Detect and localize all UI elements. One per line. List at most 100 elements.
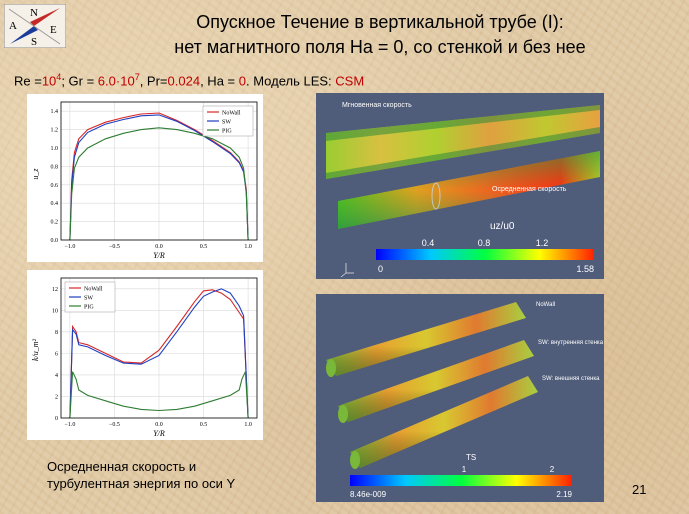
p2-xtick-3: 0.5 <box>200 422 208 428</box>
plot1-legend-sw: SW <box>222 120 231 126</box>
velocity-profile-chart: 0.0 0.2 0.4 0.6 0.8 1.0 1.2 1.4 −1.0 −0.5 0.0 0.5 1… <box>31 101 258 260</box>
label-sw-outer: SW: внешняя стенка <box>542 376 600 382</box>
plot1-series-group <box>69 112 249 241</box>
p2-ytick-2: 4 <box>55 373 58 379</box>
p1-xtick-4: 1.0 <box>244 244 252 250</box>
colorbar1-tick-0: 0.4 <box>422 238 435 248</box>
instant-velocity-pipe <box>326 105 600 179</box>
p2-series-sw <box>69 288 249 419</box>
plot2-legend: NoWall SW PIG <box>64 281 116 313</box>
plot2-ylabel: k/u_m² <box>31 338 40 361</box>
gr-dot: · <box>115 73 121 89</box>
colorbar1-max: 1.58 <box>576 264 594 274</box>
p1-xtick-3: 0.5 <box>200 244 208 250</box>
p2-ytick-0: 0 <box>55 416 58 422</box>
colorbar1 <box>376 249 594 260</box>
colorbar1-tick-2: 1.2 <box>536 238 549 248</box>
p2-xtick-1: −0.5 <box>109 422 120 428</box>
mean-velocity-label: Осредненная скорость <box>492 186 567 193</box>
colorbar2 <box>350 475 572 486</box>
colorbar2-tick-0: 1 <box>462 465 467 474</box>
pipe-nowall <box>326 302 526 377</box>
slide-title-line2: нет магнитного поля Ha = 0, со стенкой и… <box>174 37 586 57</box>
axes-triad-icon <box>340 263 354 278</box>
plot1-frame <box>60 101 258 241</box>
p1-series-sw <box>69 114 249 241</box>
re-exponent: 4 <box>56 72 62 82</box>
p1-ytick-1: 0.2 <box>51 220 59 226</box>
p1-ytick-4: 0.8 <box>51 164 59 170</box>
gr-base: 10 <box>120 73 135 89</box>
logo-letter-s: S <box>31 36 37 48</box>
p2-ytick-6: 12 <box>52 287 58 293</box>
plot1-ylabel: u_z <box>31 168 40 180</box>
tke-profile-plot: 0 2 4 6 8 10 12 −1.0 −0.5 0.0 0.5 1.0 k/u_m² Y/R N… <box>27 270 263 440</box>
plot2-legend-sw: SW <box>84 296 93 302</box>
colorbar2-min: 8.46e-009 <box>350 490 387 499</box>
anes-logo: N A E S <box>4 4 66 48</box>
label-sw-inner: SW: внутренняя стенка <box>538 340 604 346</box>
colorbar2-title: TS <box>466 453 476 462</box>
p2-ytick-5: 10 <box>52 308 58 314</box>
logo-letter-e: E <box>50 24 57 36</box>
colorbar1-title: uz/u0 <box>490 221 515 232</box>
colorbar2-tick-1: 2 <box>550 465 555 474</box>
model-label: . Модель LES: <box>245 73 336 89</box>
p1-ytick-3: 0.6 <box>51 183 59 189</box>
p2-xtick-0: −1.0 <box>64 422 75 428</box>
plot2-legend-nowall: NoWall <box>84 287 103 293</box>
plot2-xlabel: Y/R <box>153 429 165 438</box>
p1-xtick-1: −0.5 <box>109 244 120 250</box>
parameters-line: Re =104; Gr = 6.0·107, Pr=0.024, Ha = 0.… <box>14 72 364 88</box>
ha-value: 0 <box>238 73 246 89</box>
plot2-ytick-labels: 0 2 4 6 8 10 12 <box>52 287 58 422</box>
p1-ytick-0: 0.0 <box>51 238 59 244</box>
colorbar1-tick-1: 0.8 <box>478 238 491 248</box>
page-number: 21 <box>632 482 647 497</box>
pr-label: , Pr= <box>139 73 168 89</box>
p1-xtick-0: −1.0 <box>64 244 75 250</box>
p1-xtick-2: 0.0 <box>155 244 163 250</box>
slide-title-line1: Опускное Течение в вертикальной трубе (I… <box>196 12 564 32</box>
p1-series-pig <box>69 127 249 241</box>
logo-letter-n: N <box>30 7 38 19</box>
p2-ytick-4: 8 <box>55 330 58 336</box>
p1-ytick-6: 1.2 <box>51 128 59 134</box>
pr-value: 0.024 <box>167 73 201 89</box>
re-label: Re = <box>14 73 42 89</box>
colorbar1-min: 0 <box>378 264 383 274</box>
velocity-field-svg: Мгновенная скорость Осредненная скорость… <box>326 102 600 278</box>
plot1-legend-nowall: NoWall <box>222 111 241 117</box>
model-value: CSM <box>335 73 365 89</box>
gr-value: 6.0 <box>97 73 116 89</box>
pipe-sw-inner <box>338 340 534 423</box>
p2-ytick-3: 6 <box>55 351 58 357</box>
plot2-legend-pig: PIG <box>84 305 94 311</box>
plot1-xlabel: Y/R <box>153 251 165 260</box>
gr-label: ; Gr = <box>61 73 98 89</box>
p2-xtick-2: 0.0 <box>155 422 163 428</box>
plot1-xtick-labels: −1.0 −0.5 0.0 0.5 1.0 <box>64 244 251 250</box>
label-nowall: NoWall <box>536 302 555 308</box>
p2-series-pig <box>69 371 249 419</box>
re-base: 10 <box>41 73 57 89</box>
caption-line2: турбулентная энергия по оси Y <box>47 476 236 491</box>
logo-letter-a: A <box>9 20 17 32</box>
colorbar2-max: 2.19 <box>556 490 572 499</box>
plot2-xtick-labels: −1.0 −0.5 0.0 0.5 1.0 <box>64 422 251 428</box>
velocity-field-render: Мгновенная скорость Осредненная скорость… <box>316 93 604 279</box>
plot1-ytick-labels: 0.0 0.2 0.4 0.6 0.8 1.0 1.2 1.4 <box>51 109 59 244</box>
velocity-profile-plot: 0.0 0.2 0.4 0.6 0.8 1.0 1.2 1.4 −1.0 −0.5 0.0 0.5 1… <box>27 94 263 262</box>
instant-velocity-label: Мгновенная скорость <box>342 102 412 109</box>
plot2-frame <box>60 277 258 419</box>
tke-field-render: NoWall SW: внутренняя стенка SW: внешняя… <box>316 294 604 502</box>
p2-xtick-4: 1.0 <box>244 422 252 428</box>
tke-field-svg: NoWall SW: внутренняя стенка SW: внешняя… <box>326 302 604 499</box>
ha-label: , Ha = <box>200 73 239 89</box>
plot1-legend: NoWall SW PIG <box>202 105 254 137</box>
p1-ytick-5: 1.0 <box>51 146 59 152</box>
caption-line1: Осредненная скорость и <box>47 459 197 474</box>
gr-exponent: 7 <box>134 72 140 82</box>
plot2-series-group <box>69 288 249 419</box>
plot1-legend-pig: PIG <box>222 129 232 135</box>
